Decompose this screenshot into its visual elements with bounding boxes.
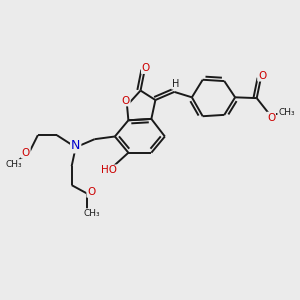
Text: CH₃: CH₃ [5, 160, 22, 169]
Text: O: O [267, 112, 275, 123]
Text: N: N [71, 140, 80, 152]
Text: O: O [258, 71, 266, 81]
Text: H: H [172, 79, 179, 89]
Text: CH₃: CH₃ [278, 108, 295, 117]
Text: O: O [22, 148, 30, 158]
Text: HO: HO [101, 165, 118, 175]
Text: O: O [87, 187, 95, 197]
Text: O: O [142, 63, 150, 73]
Text: O: O [122, 96, 130, 106]
Text: CH₃: CH₃ [83, 209, 100, 218]
